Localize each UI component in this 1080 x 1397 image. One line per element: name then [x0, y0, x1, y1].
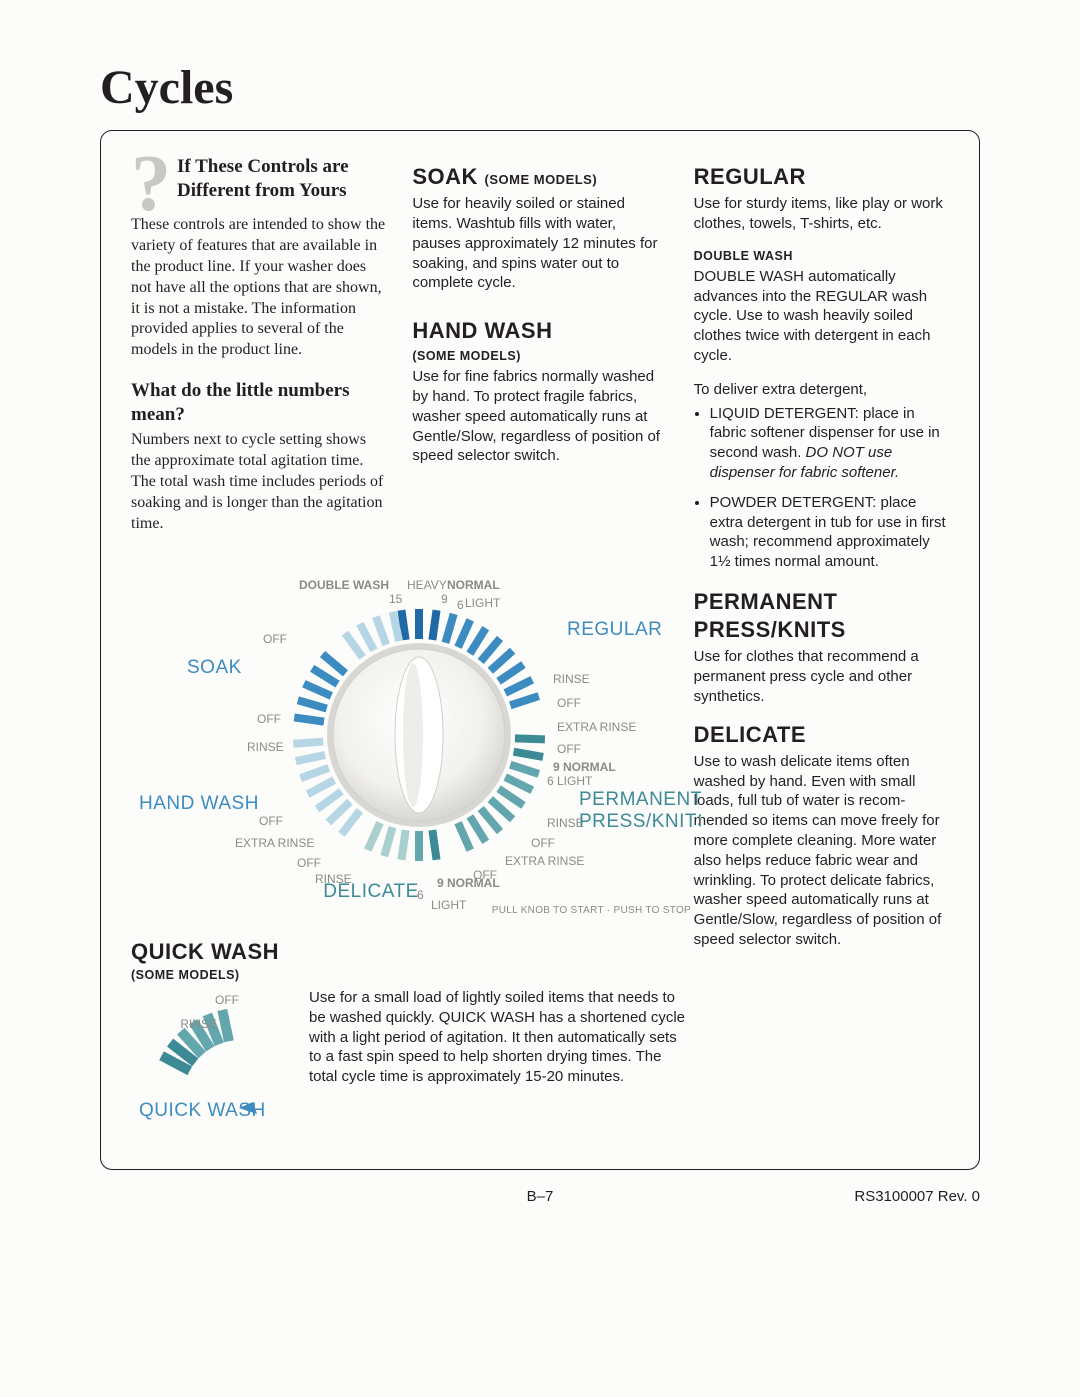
question-mark-icon: ?: [131, 153, 171, 215]
regular-heading: REGULAR: [694, 163, 949, 191]
pull-knob-note: PULL KNOB TO START · PUSH TO STOP: [492, 905, 691, 916]
tick-normal: NORMAL: [447, 578, 500, 592]
tick-rinse-s: RINSE: [247, 740, 284, 754]
label-permpress1: PERMANENT: [579, 789, 701, 810]
soak-heading-sub: (SOME MODELS): [485, 172, 598, 187]
tick-off-r2: OFF: [557, 742, 581, 756]
tick-light1: LIGHT: [465, 596, 501, 610]
qw-off: OFF: [215, 993, 239, 1007]
numbers-body: Numbers next to cycle setting shows the …: [131, 430, 386, 534]
liquid-detergent-item: LIQUID DETERGENT: place in fabric soften…: [710, 404, 949, 483]
permpress-body: Use for clothes that recommend a permane…: [694, 647, 949, 706]
tick-off-pp: OFF: [531, 836, 555, 850]
tick-light-d: LIGHT: [431, 898, 467, 912]
cycle-dial-diagram: REGULAR PERMANENT PRESS/KNITS DELICATE H…: [121, 551, 701, 916]
tick-xr-r1: EXTRA RINSE: [557, 720, 636, 734]
tick-off-s2: OFF: [263, 632, 287, 646]
page-footer: B–7 RS3100007 Rev. 0: [100, 1188, 980, 1205]
doublewash-body: DOUBLE WASH automatically advances into …: [694, 267, 949, 366]
soak-heading-text: SOAK: [412, 164, 478, 189]
handwash-body: Use for fine fabrics normally washed by …: [412, 367, 667, 466]
tick-rinse-hw: RINSE: [315, 872, 352, 886]
label-soak: SOAK: [187, 657, 242, 678]
delicate-body: Use to wash delicate items often washed …: [694, 752, 949, 950]
label-permpress2: PRESS/KNITS: [579, 811, 701, 832]
tick-xr-hw: EXTRA RINSE: [235, 836, 314, 850]
tick-15: 15: [389, 592, 403, 606]
tick-rinse-pp: RINSE: [547, 816, 584, 830]
quickwash-dial-icon: OFF RINSE QUICK WASH: [131, 988, 291, 1133]
content-frame: ? If These Controls are Different from Y…: [100, 130, 980, 1170]
tick-9n-pp: 9 NORMAL: [553, 760, 616, 774]
handwash-sub: (SOME MODELS): [412, 348, 667, 364]
tick-6: 6: [457, 598, 464, 612]
tick-9n-d: 9 NORMAL: [437, 876, 500, 890]
doublewash-heading: DOUBLE WASH: [694, 248, 949, 264]
page-title: Cycles: [100, 60, 233, 115]
permpress-heading: PERMANENT PRESS/KNITS: [694, 588, 949, 644]
numbers-heading: What do the little numbers mean?: [131, 379, 386, 427]
soak-heading: SOAK (SOME MODELS): [412, 163, 667, 191]
footer-rev: RS3100007 Rev. 0: [854, 1188, 980, 1205]
quickwash-sub: (SOME MODELS): [131, 968, 691, 982]
footer-page: B–7: [527, 1188, 554, 1205]
label-handwash: HAND WASH: [139, 793, 259, 814]
quickwash-body: Use for a small load of lightly soiled i…: [309, 988, 691, 1119]
quickwash-heading: QUICK WASH: [131, 939, 691, 965]
tick-6l-pp: 6 LIGHT: [547, 774, 593, 788]
powder-detergent-item: POWDER DETERGENT: place extra detergent …: [710, 493, 949, 572]
tick-rinse-r1: RINSE: [553, 672, 590, 686]
qw-rinse: RINSE: [180, 1017, 217, 1031]
tick-off-r1: OFF: [557, 696, 581, 710]
tick-off-s1: OFF: [257, 712, 281, 726]
label-regular: REGULAR: [567, 619, 662, 640]
tick-off-hw2: OFF: [259, 814, 283, 828]
delicate-heading: DELICATE: [694, 721, 949, 749]
deliver-text: To deliver extra detergent,: [694, 380, 949, 400]
diff-controls-body: These controls are intended to show the …: [131, 215, 386, 361]
detergent-list: LIQUID DETERGENT: place in fabric soften…: [694, 404, 949, 572]
quickwash-section: QUICK WASH (SOME MODELS) OF: [131, 931, 691, 1133]
tick-xr-pp: EXTRA RINSE: [505, 854, 584, 868]
tick-6-d: 6: [417, 888, 424, 902]
handwash-heading: HAND WASH: [412, 317, 667, 345]
tick-9: 9: [441, 592, 448, 606]
label-doublewash: DOUBLE WASH: [299, 578, 389, 592]
soak-body: Use for heavily soiled or stained items.…: [412, 194, 667, 293]
tick-off-hw1: OFF: [297, 856, 321, 870]
column-3: REGULAR Use for sturdy items, like play …: [694, 155, 949, 1149]
tick-heavy: HEAVY: [407, 578, 447, 592]
regular-body: Use for sturdy items, like play or work …: [694, 194, 949, 234]
